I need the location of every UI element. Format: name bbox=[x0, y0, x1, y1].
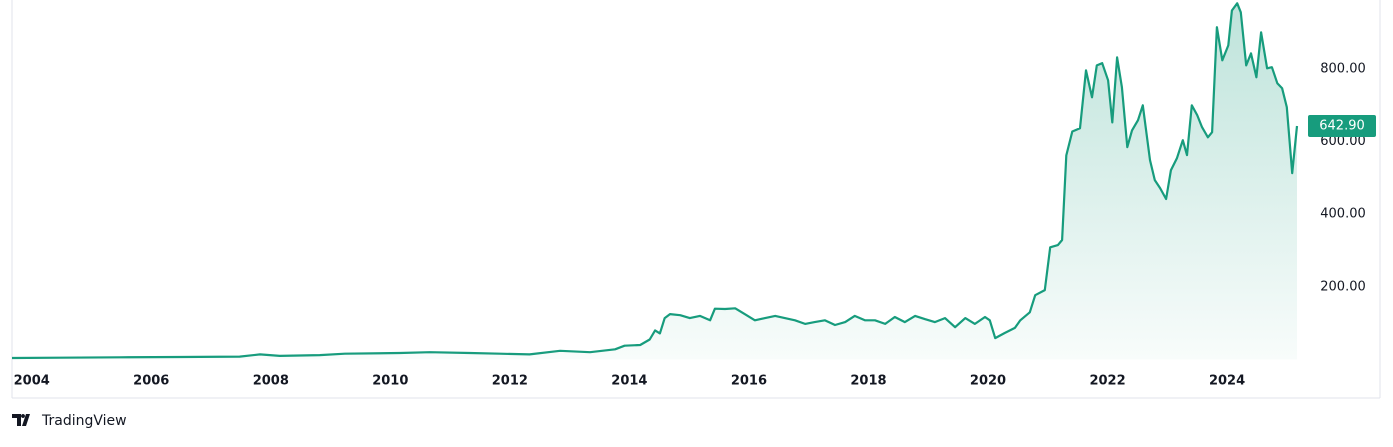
y-tick-label: 600.00 bbox=[1320, 134, 1366, 149]
logo bbox=[12, 414, 30, 426]
watermark: TradingView bbox=[41, 413, 127, 429]
x-tick-label: 2018 bbox=[850, 374, 886, 389]
price-line bbox=[11, 2, 1299, 360]
last-price-label: 642.90 bbox=[1319, 119, 1365, 134]
x-tick-label: 2004 bbox=[14, 374, 50, 389]
y-tick-label: 400.00 bbox=[1320, 207, 1366, 222]
y-tick-label: 800.00 bbox=[1320, 61, 1366, 76]
x-tick-label: 2016 bbox=[731, 374, 767, 389]
y-tick-label: 200.00 bbox=[1320, 279, 1366, 294]
x-tick-label: 2020 bbox=[970, 374, 1006, 389]
x-tick-label: 2012 bbox=[492, 374, 528, 389]
area-fill bbox=[12, 3, 1297, 360]
last-price-badge bbox=[1308, 115, 1376, 138]
x-tick-label: 2014 bbox=[611, 374, 647, 389]
x-tick-label: 2010 bbox=[372, 374, 408, 389]
x-tick-label: 2024 bbox=[1209, 374, 1245, 389]
x-tick-label: 2008 bbox=[253, 374, 289, 389]
x-tick-label: 2022 bbox=[1089, 374, 1125, 389]
x-tick-label: 2006 bbox=[133, 374, 169, 389]
logo-icon bbox=[12, 414, 30, 426]
